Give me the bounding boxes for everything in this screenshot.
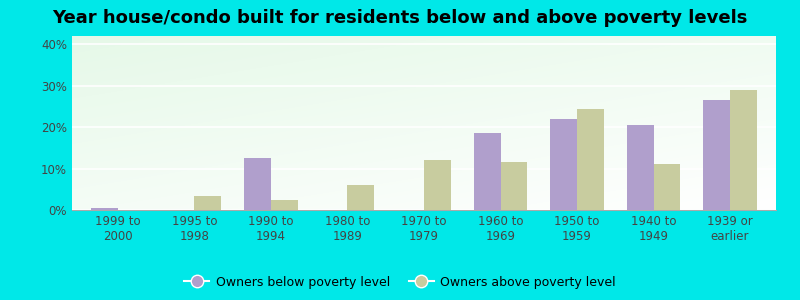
Bar — [703, 100, 730, 210]
Bar — [626, 125, 654, 210]
Bar — [577, 109, 604, 210]
Bar — [347, 185, 374, 210]
Bar — [271, 200, 298, 210]
Bar — [194, 196, 222, 210]
Bar — [730, 90, 757, 210]
Bar — [424, 160, 450, 210]
Bar — [244, 158, 271, 210]
Bar — [550, 119, 577, 210]
Legend: Owners below poverty level, Owners above poverty level: Owners below poverty level, Owners above… — [179, 271, 621, 294]
Bar — [654, 164, 680, 210]
Text: Year house/condo built for residents below and above poverty levels: Year house/condo built for residents bel… — [52, 9, 748, 27]
Bar — [501, 162, 527, 210]
Bar — [474, 134, 501, 210]
Bar — [91, 208, 118, 210]
